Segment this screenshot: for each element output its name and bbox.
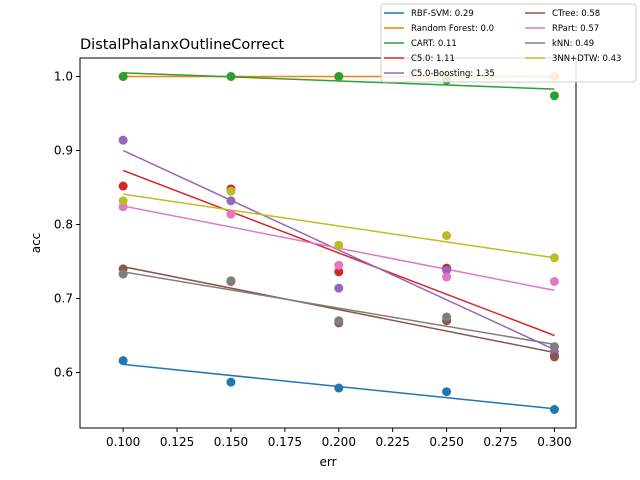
data-point-series-6 — [226, 209, 236, 219]
data-point-series-2 — [226, 72, 236, 81]
data-point-series-8 — [442, 231, 452, 241]
y-tick-label: 0.8 — [54, 218, 73, 232]
data-point-series-2 — [118, 72, 128, 81]
legend-label: CTree: 0.58 — [552, 9, 600, 19]
data-point-series-2 — [334, 72, 344, 81]
data-point-series-4 — [118, 135, 128, 145]
data-point-series-8 — [118, 196, 128, 206]
x-axis-label: err — [319, 455, 336, 469]
data-point-series-8 — [334, 240, 344, 250]
legend-label: RPart: 0.57 — [552, 24, 599, 34]
legend-label: Random Forest: 0.0 — [411, 24, 494, 34]
x-tick-label: 0.250 — [429, 435, 463, 449]
y-tick-label: 0.7 — [54, 292, 73, 306]
legend-label: RBF-SVM: 0.29 — [411, 9, 474, 19]
x-axis: 0.100 0.125 0.150 0.175 0.200 0.225 0.250 0.275… — [106, 428, 572, 449]
data-point-series-5 — [549, 352, 559, 362]
data-point-series-0 — [334, 383, 344, 393]
fit-line-series-8 — [123, 193, 555, 259]
y-tick-label: 1.0 — [54, 70, 73, 84]
data-point-series-4 — [226, 196, 236, 206]
data-point-series-3 — [334, 267, 344, 277]
x-tick-label: 0.225 — [376, 435, 410, 449]
x-tick-label: 0.125 — [160, 435, 194, 449]
data-point-series-8 — [226, 186, 236, 196]
legend-label: CART: 0.11 — [411, 39, 457, 49]
legend-box — [380, 3, 637, 83]
legend-label: kNN: 0.49 — [552, 39, 594, 49]
data-point-series-7 — [334, 316, 344, 326]
data-point-series-6 — [442, 272, 452, 282]
data-point-series-8 — [549, 253, 559, 263]
y-tick-label: 0.6 — [54, 366, 73, 380]
fit-line-series-3 — [122, 169, 555, 337]
chart-title: DistalPhalanxOutlineCorrect — [80, 37, 285, 53]
data-point-series-7 — [118, 269, 128, 279]
data-point-series-3 — [118, 181, 128, 191]
x-tick-label: 0.100 — [106, 435, 140, 449]
x-tick-label: 0.200 — [322, 435, 356, 449]
legend: RBF-SVM: 0.29 Random Forest: 0.0 CART: 0.1… — [380, 3, 637, 83]
x-tick-label: 0.175 — [268, 435, 302, 449]
data-point-series-0 — [442, 387, 452, 397]
legend-label: C5.0-Boosting: 1.35 — [411, 69, 495, 79]
plot-frame — [79, 57, 577, 429]
x-tick-label: 0.150 — [214, 435, 248, 449]
y-tick-label: 0.9 — [54, 144, 73, 158]
x-tick-label: 0.275 — [483, 435, 517, 449]
legend-label: 3NN+DTW: 0.43 — [552, 54, 621, 64]
data-point-series-7 — [442, 312, 452, 322]
data-point-series-4 — [334, 283, 344, 293]
data-point-series-0 — [226, 377, 236, 387]
data-point-series-2 — [549, 91, 559, 101]
y-axis-label: acc — [29, 233, 43, 254]
data-point-series-0 — [118, 356, 128, 366]
data-point-series-0 — [549, 405, 559, 414]
data-point-series-7 — [549, 342, 559, 352]
data-point-series-7 — [226, 276, 236, 286]
data-point-series-4 — [442, 265, 452, 275]
x-tick-label: 0.300 — [537, 435, 571, 449]
fit-line-series-7 — [123, 271, 555, 346]
data-point-series-6 — [549, 276, 559, 286]
fit-line-series-5 — [122, 265, 555, 354]
fit-line-series-4 — [122, 149, 555, 351]
y-axis: 0.6 0.7 0.8 0.9 1.0 — [54, 70, 80, 380]
data-points — [118, 72, 559, 414]
data-point-series-6 — [334, 260, 344, 270]
legend-label: C5.0: 1.11 — [411, 54, 455, 64]
